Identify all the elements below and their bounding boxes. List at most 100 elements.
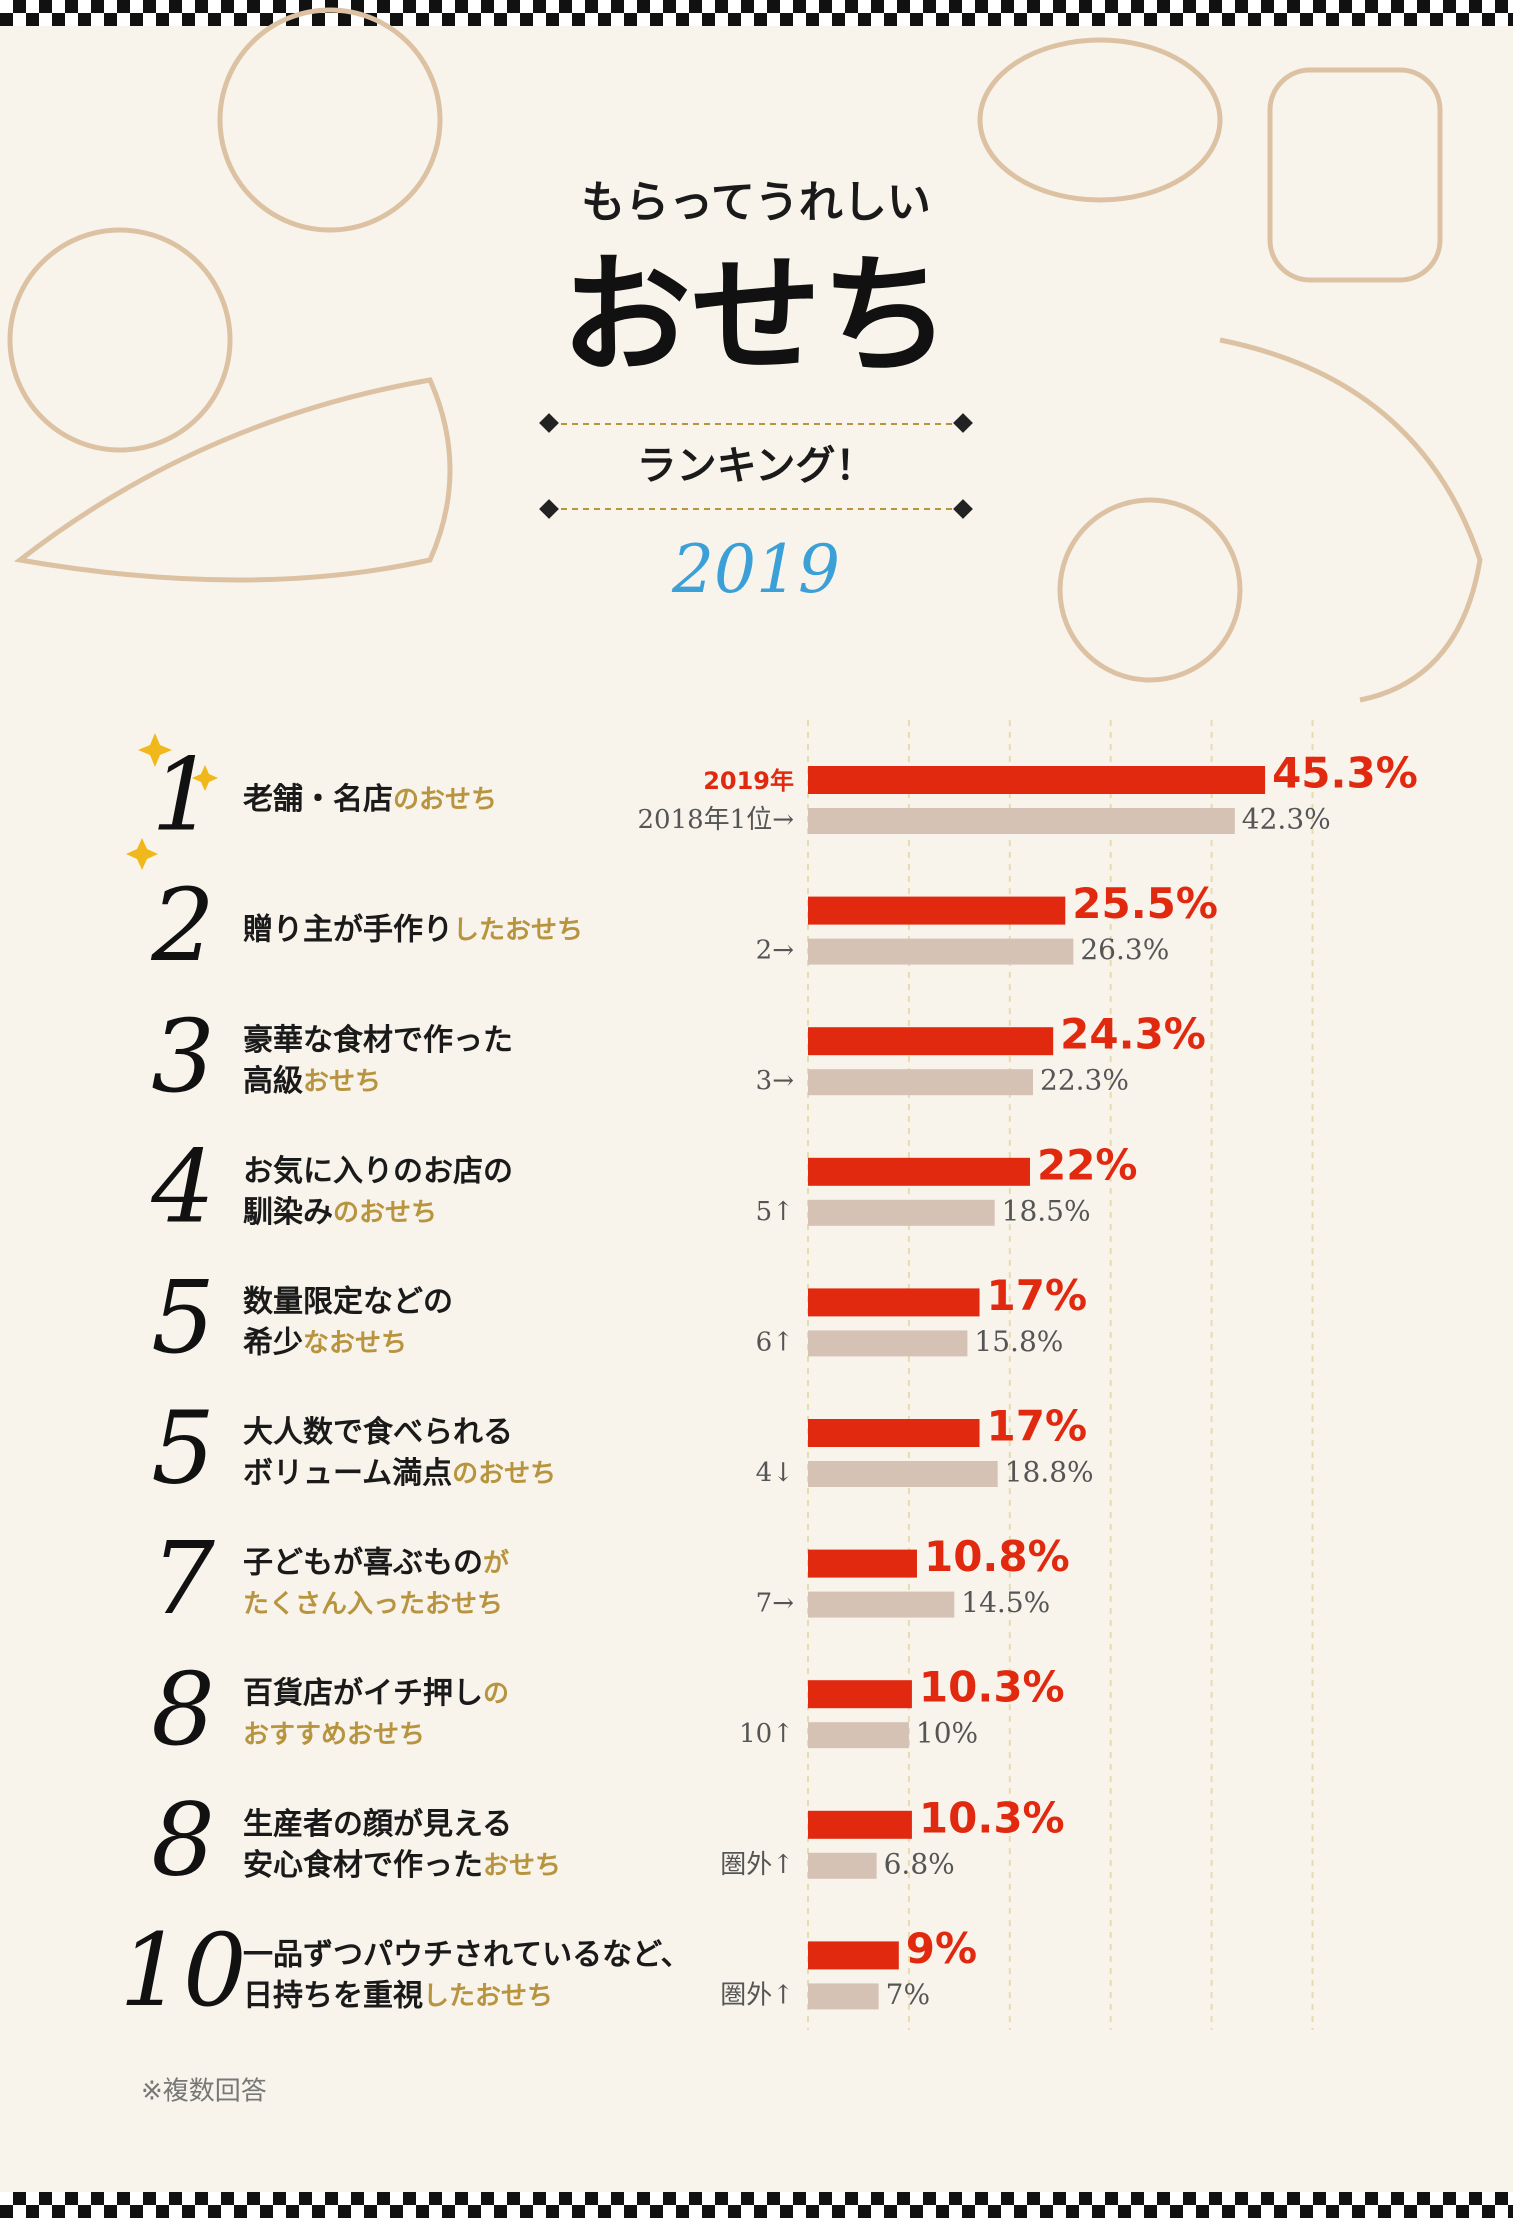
label-part: 一品ずつパウチされているなど、 xyxy=(243,1937,691,1972)
bar xyxy=(808,1069,1034,1096)
value-label: 45.3% xyxy=(1272,749,1418,798)
previous-rank: 圏外↑ xyxy=(720,1980,794,2010)
top-border xyxy=(0,0,1513,26)
label-part: お気に入りのお店の xyxy=(243,1153,513,1188)
bar xyxy=(808,1722,909,1749)
bar xyxy=(808,1157,1030,1186)
year: 2019 xyxy=(671,531,840,608)
value-label: 18.8% xyxy=(1005,1456,1094,1489)
category-label: お気に入りのお店の xyxy=(243,1153,513,1188)
bar xyxy=(808,1027,1054,1056)
rank: 4 xyxy=(150,1128,215,1245)
bar xyxy=(808,1852,877,1879)
previous-rank: 4↓ xyxy=(756,1458,794,1488)
bar xyxy=(808,938,1074,965)
previous-rank: 10↑ xyxy=(739,1719,794,1749)
category-label: おすすめおせち xyxy=(243,1720,425,1750)
bar xyxy=(808,1288,980,1317)
subtitle: もらってうれしい xyxy=(581,177,931,228)
bar xyxy=(808,1983,879,2010)
value-label: 14.5% xyxy=(961,1586,1050,1619)
label-part: したおせち xyxy=(453,915,583,945)
value-label: 17% xyxy=(987,1402,1088,1451)
decoration xyxy=(7,7,1483,703)
category-label: 大人数で食べられる xyxy=(243,1415,513,1450)
label-part: 老舗・名店 xyxy=(243,782,393,817)
category-label: 日持ちを重視したおせち xyxy=(243,1978,553,2013)
category-label: 豪華な食材で作った xyxy=(243,1023,513,1058)
bar xyxy=(808,1680,912,1709)
category-label: 一品ずつパウチされているなど、 xyxy=(243,1937,691,1972)
diamond xyxy=(539,499,559,519)
category-label: 贈り主が手作りしたおせち xyxy=(243,912,583,947)
heading: ランキング！ xyxy=(637,443,876,489)
label-part: のおせち xyxy=(333,1197,437,1227)
label-part: 希少 xyxy=(243,1325,303,1360)
label-part: の xyxy=(483,1679,509,1709)
diamond xyxy=(953,413,973,433)
value-label: 17% xyxy=(987,1271,1088,1320)
value-label: 42.3% xyxy=(1242,803,1331,836)
category-label: 高級おせち xyxy=(243,1064,381,1099)
category-label: 数量限定などの xyxy=(243,1284,453,1319)
value-label: 22.3% xyxy=(1040,1064,1129,1097)
sparkles xyxy=(126,733,218,870)
previous-rank: 6↑ xyxy=(756,1327,794,1357)
previous-rank: 圏外↑ xyxy=(720,1850,794,1880)
category-label: 希少なおせち xyxy=(243,1325,407,1360)
label-part: 大人数で食べられる xyxy=(243,1415,513,1450)
previous-rank: 2018年1位→ xyxy=(638,805,795,835)
value-label: 18.5% xyxy=(1002,1194,1091,1227)
rank: 10 xyxy=(119,1912,246,2029)
label-part: のおせち xyxy=(452,1459,556,1489)
title: おせち xyxy=(561,240,951,392)
diamond xyxy=(953,499,973,519)
label-part: 数量限定などの xyxy=(243,1284,453,1319)
label-part: 高級 xyxy=(243,1064,303,1099)
label-part: 豪華な食材で作った xyxy=(243,1023,513,1058)
label-part: 生産者の顔が見える xyxy=(243,1806,512,1841)
label-part: たくさん入ったおせち xyxy=(243,1589,503,1619)
rank: 1 xyxy=(151,737,215,854)
category-label: 老舗・名店のおせち xyxy=(243,782,497,817)
rank: 5 xyxy=(151,1390,215,1507)
bar xyxy=(808,1591,955,1618)
previous-rank: 2→ xyxy=(756,936,794,966)
label-part: 日持ちを重視 xyxy=(243,1978,423,2013)
bar xyxy=(808,1810,912,1839)
bar xyxy=(808,1330,968,1357)
bar xyxy=(808,1461,998,1487)
label-part: おすすめおせち xyxy=(243,1720,425,1750)
footnote: ※複数回答 xyxy=(141,2077,267,2107)
value-label: 24.3% xyxy=(1060,1010,1206,1059)
previous-rank: 5↑ xyxy=(756,1197,794,1227)
rank: 3 xyxy=(151,998,215,1115)
bar xyxy=(808,808,1235,834)
label-part: おせち xyxy=(483,1850,561,1880)
value-label: 10.3% xyxy=(919,1793,1065,1842)
previous-rank: 7→ xyxy=(756,1589,794,1619)
category-label: 安心食材で作ったおせち xyxy=(243,1847,561,1882)
label-part: したおせち xyxy=(423,1981,553,2011)
category-label: ボリューム満点のおせち xyxy=(243,1456,556,1491)
value-label: 9% xyxy=(906,1924,977,1973)
label-part: なおせち xyxy=(303,1328,407,1358)
rank: 2 xyxy=(150,867,215,984)
label-part: ボリューム満点 xyxy=(243,1456,452,1491)
legend-label: 2019年 xyxy=(703,767,794,795)
label-part: が xyxy=(483,1547,509,1578)
previous-rank: 3→ xyxy=(756,1066,794,1096)
label-part: のおせち xyxy=(393,785,497,815)
rank: 7 xyxy=(151,1520,215,1637)
value-label: 22% xyxy=(1037,1140,1138,1189)
value-label: 10.3% xyxy=(919,1663,1065,1712)
label-part: 安心食材で作った xyxy=(243,1847,483,1882)
value-label: 6.8% xyxy=(884,1847,955,1880)
label-part: 馴染み xyxy=(243,1194,333,1229)
value-label: 7% xyxy=(886,1978,930,2011)
value-label: 26.3% xyxy=(1080,933,1169,966)
bar xyxy=(808,1941,899,1970)
bar xyxy=(808,1199,995,1226)
rank: 8 xyxy=(151,1651,215,1768)
